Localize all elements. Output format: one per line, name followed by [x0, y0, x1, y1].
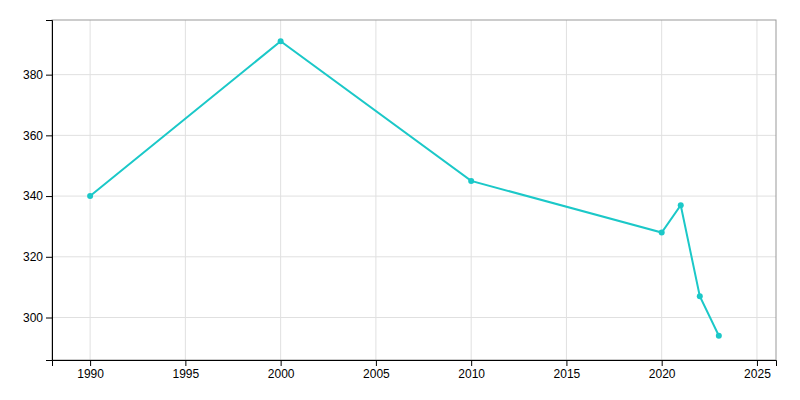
- series: [87, 38, 722, 338]
- y-tick-label: 300: [23, 311, 43, 325]
- grid-line-x: [185, 20, 186, 360]
- grid-line-x: [90, 20, 91, 360]
- y-tick-label: 320: [23, 250, 43, 264]
- x-tick-mark: [281, 360, 282, 366]
- grid-line-y: [52, 256, 776, 257]
- x-tick-label: 1990: [77, 367, 104, 381]
- x-tick-mark: [376, 360, 377, 366]
- y-tick-label: 380: [23, 68, 43, 82]
- x-tick: 2010: [458, 360, 485, 381]
- x-tick-mark: [757, 360, 758, 366]
- y-tick-label: 360: [23, 129, 43, 143]
- point: [278, 38, 284, 44]
- grid-line-x: [756, 20, 757, 360]
- point: [468, 178, 474, 184]
- x-tick: 2020: [649, 360, 676, 381]
- y-tick-mark: [46, 196, 52, 197]
- x-tick-label: 2015: [554, 367, 581, 381]
- y-tick: 320: [23, 250, 52, 264]
- y-tick: 360: [23, 129, 52, 143]
- y-tick-label: 340: [23, 189, 43, 203]
- x-tick-label: 2025: [744, 367, 771, 381]
- y-tick: 380: [23, 68, 52, 82]
- point: [659, 230, 665, 236]
- x-tick-label: 1995: [173, 367, 200, 381]
- x-tick-mark: [471, 360, 472, 366]
- x-tick-mark: [662, 360, 663, 366]
- x-tick-label: 2000: [268, 367, 295, 381]
- x-tick-label: 2005: [363, 367, 390, 381]
- point: [87, 193, 93, 199]
- y-tick-mark: [46, 257, 52, 258]
- grid-line-y: [52, 74, 776, 75]
- y-axis-line: [46, 21, 53, 361]
- x-tick-label: 2010: [458, 367, 485, 381]
- point: [678, 202, 684, 208]
- grid-line-y: [52, 135, 776, 136]
- x-axis-line: [53, 361, 777, 367]
- chart: 1990 1995 2000 2005 2010 2015 2020 2025 300 320 34…: [0, 0, 800, 400]
- line: [90, 41, 719, 335]
- x-tick: 2025: [744, 360, 771, 381]
- x-tick: 2000: [268, 360, 295, 381]
- x-axis: 1990 1995 2000 2005 2010 2015 2020 2025: [53, 360, 777, 381]
- point: [697, 293, 703, 299]
- grid-line-x: [471, 20, 472, 360]
- grid-line-x: [661, 20, 662, 360]
- plot: 1990 1995 2000 2005 2010 2015 2020 2025 300 320 34…: [23, 20, 777, 381]
- y-tick: 300: [23, 311, 52, 325]
- grid: [52, 20, 776, 360]
- plot-frame: [52, 20, 776, 360]
- grid-line-y: [52, 196, 776, 197]
- y-tick-mark: [46, 135, 52, 136]
- x-tick: 1990: [77, 360, 104, 381]
- x-tick-mark: [566, 360, 567, 366]
- y-axis: 300 320 340 360 380: [23, 21, 53, 361]
- grid-line-x: [375, 20, 376, 360]
- y-tick-mark: [46, 318, 52, 319]
- grid-line-x: [280, 20, 281, 360]
- point: [716, 333, 722, 339]
- x-tick: 1995: [173, 360, 200, 381]
- grid-line-y: [52, 317, 776, 318]
- grid-line-x: [566, 20, 567, 360]
- x-tick: 2005: [363, 360, 390, 381]
- x-tick-mark: [185, 360, 186, 366]
- x-tick-label: 2020: [649, 367, 676, 381]
- x-tick: 2015: [554, 360, 581, 381]
- y-tick: 340: [23, 189, 52, 203]
- x-tick-mark: [90, 360, 91, 366]
- y-tick-mark: [46, 75, 52, 76]
